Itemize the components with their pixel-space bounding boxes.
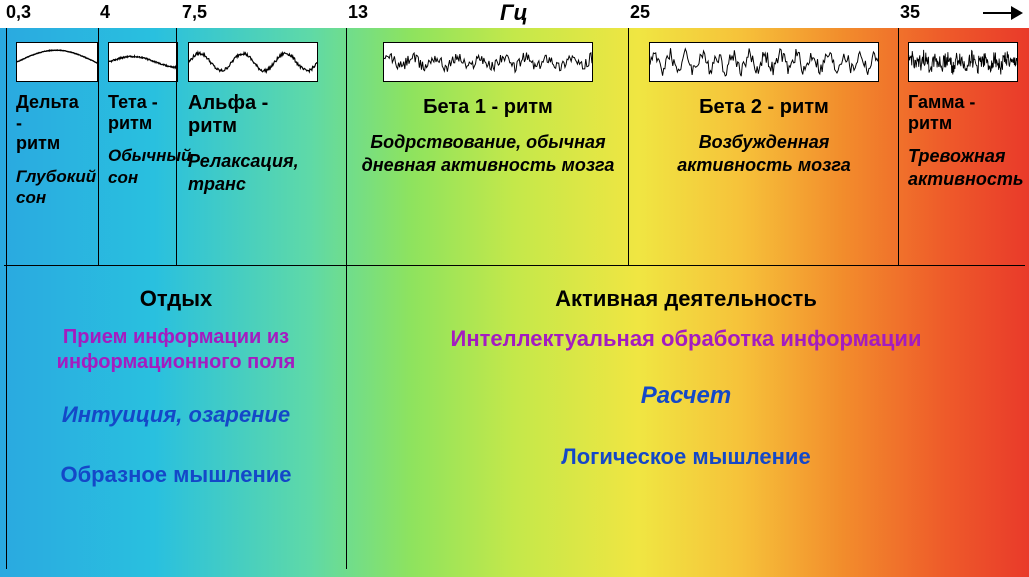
rhythm-name: Альфа -ритм xyxy=(188,92,334,138)
axis-unit-label: Гц xyxy=(500,0,528,26)
rhythm-band: Бета 2 - ритм Возбужденнаяактивность мозг… xyxy=(632,36,896,261)
brainwave-spectrum-diagram: 0,3 4 7,5 13 25 35 Гц Дельта -ритм Глубокийсон Т… xyxy=(0,0,1029,577)
waveform-icon xyxy=(383,42,593,82)
rhythm-name: Дельта -ритм xyxy=(16,92,88,154)
group-title: Активная деятельность xyxy=(358,286,1014,312)
vertical-divider xyxy=(346,265,347,569)
rhythm-description: Возбужденнаяактивность мозга xyxy=(640,131,888,176)
vertical-divider xyxy=(6,28,7,265)
rhythm-description: Релаксация,транс xyxy=(188,150,334,195)
rhythm-description: Тревожнаяактивность xyxy=(908,145,1016,190)
rhythm-description: Обычныйсон xyxy=(108,145,166,188)
group-line: Интуиция, озарение xyxy=(16,402,336,428)
rhythm-band: Тета -ритм Обычныйсон xyxy=(100,36,174,261)
group-line: Прием информации из xyxy=(16,326,336,349)
axis-tick: 13 xyxy=(348,2,368,23)
waveform-icon xyxy=(16,42,98,82)
waveform-icon xyxy=(649,42,879,82)
group-line: Расчет xyxy=(358,382,1014,410)
group-line: информационного поля xyxy=(16,351,336,374)
rhythm-band: Альфа -ритм Релаксация,транс xyxy=(180,36,342,261)
axis-tick: 0,3 xyxy=(6,2,31,23)
group-line: Образное мышление xyxy=(16,462,336,488)
rhythm-description: Глубокийсон xyxy=(16,166,88,209)
axis-tick: 7,5 xyxy=(182,2,207,23)
group-line: Интеллектуальная обработка информации xyxy=(358,326,1014,352)
vertical-divider xyxy=(6,265,7,569)
vertical-divider xyxy=(176,28,177,265)
vertical-divider xyxy=(346,28,347,265)
rhythm-name: Тета -ритм xyxy=(108,92,166,133)
waveform-icon xyxy=(108,42,178,82)
group-title: Отдых xyxy=(16,286,336,312)
axis-tick: 25 xyxy=(630,2,650,23)
axis-arrow-icon xyxy=(983,6,1023,20)
summary-group: Активная деятельность Интеллектуальная об… xyxy=(350,270,1022,570)
waveform-icon xyxy=(908,42,1018,82)
rhythm-description: Бодрствование, обычнаядневная активность… xyxy=(358,131,618,176)
summary-group: Отдых Прием информации изинформационного … xyxy=(8,270,344,570)
rhythm-name: Бета 1 - ритм xyxy=(358,96,618,119)
rhythm-band: Гамма -ритм Тревожнаяактивность xyxy=(900,36,1024,261)
rhythm-band: Бета 1 - ритм Бодрствование, обычнаядневн… xyxy=(350,36,626,261)
axis-tick: 4 xyxy=(100,2,110,23)
horizontal-divider xyxy=(4,265,1025,266)
waveform-icon xyxy=(188,42,318,82)
rhythm-name: Бета 2 - ритм xyxy=(640,96,888,119)
rhythm-name: Гамма -ритм xyxy=(908,92,1016,133)
vertical-divider xyxy=(98,28,99,265)
group-line: Логическое мышление xyxy=(358,444,1014,470)
vertical-divider xyxy=(898,28,899,265)
frequency-axis: 0,3 4 7,5 13 25 35 Гц xyxy=(0,0,1029,28)
rhythm-band: Дельта -ритм Глубокийсон xyxy=(8,36,96,261)
axis-tick: 35 xyxy=(900,2,920,23)
vertical-divider xyxy=(628,28,629,265)
